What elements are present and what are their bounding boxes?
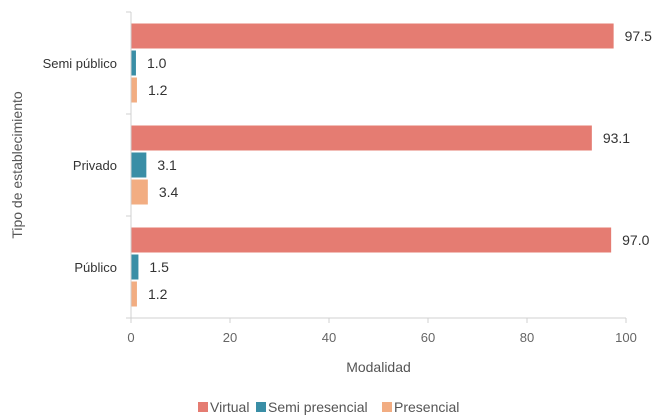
data-label: 1.5 xyxy=(149,259,169,275)
legend-label: Semi presencial xyxy=(268,399,368,415)
bar-presencial-1 xyxy=(131,179,148,205)
category-label: Semi público xyxy=(43,56,117,71)
category-label: Privado xyxy=(73,158,117,173)
bar-virtual-0 xyxy=(131,23,614,49)
data-label: 1.2 xyxy=(148,286,168,302)
axes xyxy=(126,11,627,323)
data-label: 3.1 xyxy=(157,157,177,173)
bar-semi-presencial-1 xyxy=(131,152,147,178)
legend-label: Presencial xyxy=(394,399,459,415)
bar-semi-presencial-2 xyxy=(131,254,139,280)
legend-swatch-virtual xyxy=(198,402,208,412)
x-tick-label: 100 xyxy=(615,330,637,345)
labels: 97.5 1.0 1.2 Semi público 93.1 3.1 3.4 Privado 9… xyxy=(9,28,652,375)
plot-area xyxy=(131,23,614,307)
legend-swatch-semi-presencial xyxy=(256,402,266,412)
data-label: 97.0 xyxy=(622,232,649,248)
x-tick-label: 40 xyxy=(322,330,336,345)
legend-swatch-presencial xyxy=(382,402,392,412)
x-tick-label: 60 xyxy=(421,330,435,345)
category-label: Público xyxy=(74,260,117,275)
legend-label: Virtual xyxy=(210,399,249,415)
data-label: 3.4 xyxy=(159,184,179,200)
data-label: 1.0 xyxy=(147,55,167,71)
bar-presencial-2 xyxy=(131,281,137,307)
bar-virtual-1 xyxy=(131,125,592,151)
x-tick-label: 20 xyxy=(223,330,237,345)
data-label: 1.2 xyxy=(148,82,168,98)
bar-virtual-2 xyxy=(131,227,612,253)
data-label: 93.1 xyxy=(603,130,630,146)
legend: Virtual Semi presencial Presencial xyxy=(198,399,459,415)
x-tick-label: 80 xyxy=(520,330,534,345)
data-label: 97.5 xyxy=(625,28,652,44)
x-tick-label: 0 xyxy=(127,330,134,345)
x-axis-title: Modalidad xyxy=(346,359,411,375)
bar-presencial-0 xyxy=(131,77,137,103)
y-axis-title: Tipo de establecimiento xyxy=(9,91,25,239)
bar-semi-presencial-0 xyxy=(131,50,136,76)
